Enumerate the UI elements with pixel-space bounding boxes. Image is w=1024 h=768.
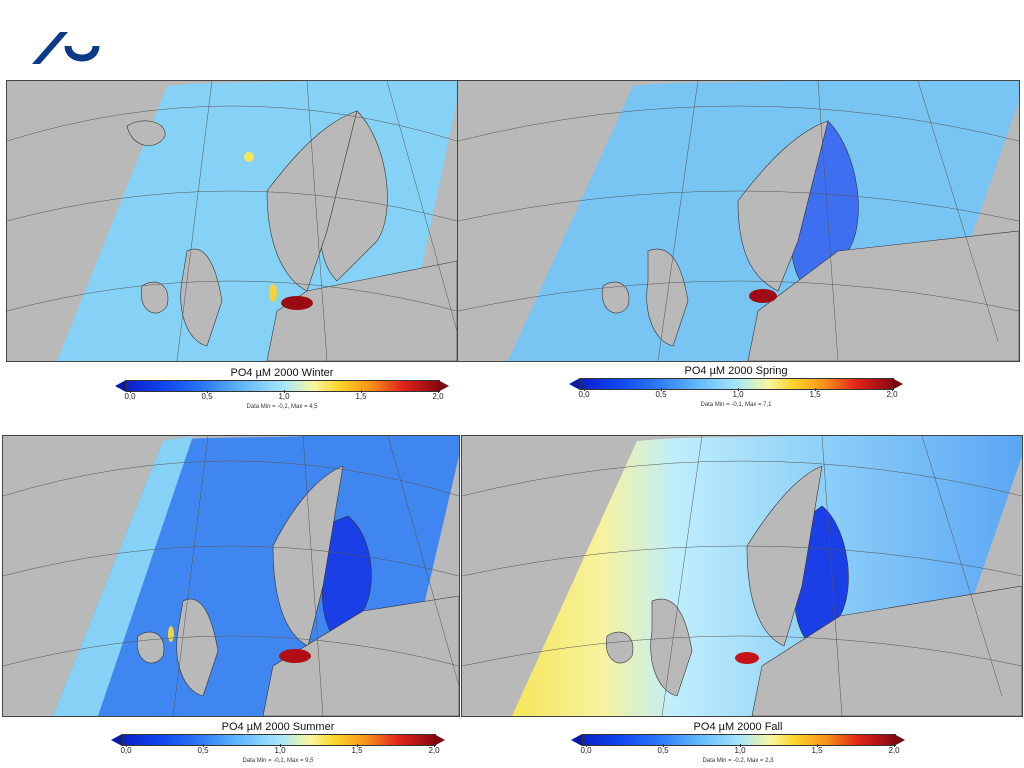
tick-label: 1,0 — [732, 390, 744, 399]
color-scale-bar — [122, 734, 436, 746]
ireland — [601, 281, 630, 314]
mainland-europe — [266, 260, 457, 361]
color-scale-bar — [582, 734, 896, 746]
hotspot — [749, 289, 777, 303]
tick-label: 1,5 — [811, 746, 823, 755]
tick-label: 1,5 — [809, 390, 821, 399]
tick-label: 0,5 — [657, 746, 669, 755]
tick-label: 0,0 — [120, 746, 132, 755]
tick-label: 1,0 — [278, 392, 290, 401]
data-range-text: Data Min = -0,1, Max = 9,5 — [242, 758, 314, 764]
tick-label: 2,0 — [432, 392, 444, 401]
legend-title: PO4 µM 2000 Winter — [230, 367, 334, 379]
legend-max-arrow — [438, 380, 449, 392]
tick-label: 2,0 — [428, 746, 440, 755]
great-britain — [180, 248, 223, 347]
ireland — [136, 631, 165, 664]
color-scale-bar — [126, 380, 440, 392]
tick-label: 2,0 — [886, 390, 898, 399]
legend-title: PO4 µM 2000 Fall — [693, 721, 783, 733]
hotspot — [735, 652, 759, 664]
map-fall — [462, 436, 1022, 716]
legend-min-arrow — [111, 734, 122, 746]
ireland — [140, 281, 169, 314]
tick-label: 0,5 — [197, 746, 209, 755]
iceland — [126, 120, 166, 146]
legend-min-arrow — [569, 378, 580, 390]
hotspot — [279, 649, 311, 663]
hotspot — [281, 296, 313, 310]
tick-label: 1,0 — [274, 746, 286, 755]
legend-min-arrow — [571, 734, 582, 746]
legend-winter: PO4 µM 2000 Winter 0,0 0,5 1,0 1,5 2,0 D… — [112, 367, 452, 414]
map-panel-winter — [6, 80, 458, 362]
data-range-text: Data Min = -0,2, Max = 2,3 — [702, 758, 774, 764]
tick-label: 0,0 — [578, 390, 590, 399]
legend-fall: PO4 µM 2000 Fall 0,0 0,5 1,0 1,5 2,0 Dat… — [568, 721, 908, 768]
tick-label: 2,0 — [888, 746, 900, 755]
scandinavia — [272, 465, 344, 647]
legend-summer: PO4 µM 2000 Summer 0,0 0,5 1,0 1,5 2,0 D… — [108, 721, 448, 768]
legend-title: PO4 µM 2000 Summer — [221, 721, 335, 733]
great-britain — [176, 598, 219, 697]
tick-label: 1,0 — [734, 746, 746, 755]
map-winter — [7, 81, 457, 361]
tick-label: 1,5 — [351, 746, 363, 755]
legend-spring: PO4 µM 2000 Spring 0,0 0,5 1,0 1,5 2,0 D… — [566, 365, 906, 412]
map-panel-spring — [457, 80, 1020, 362]
tick-label: 0,5 — [201, 392, 213, 401]
tick-label: 0,0 — [124, 392, 136, 401]
legend-max-arrow — [894, 734, 905, 746]
legend-title: PO4 µM 2000 Spring — [684, 365, 788, 377]
scandinavia — [737, 120, 829, 292]
mainland-europe — [751, 585, 1022, 716]
map-panel-fall — [461, 435, 1023, 717]
map-spring — [458, 81, 1019, 361]
ireland — [605, 631, 634, 664]
great-britain — [646, 248, 689, 347]
tick-label: 0,0 — [580, 746, 592, 755]
data-range-text: Data Min = -0,1, Max = 7,1 — [700, 402, 772, 408]
map-summer — [3, 436, 459, 716]
scandinavia — [746, 465, 823, 647]
tick-label: 1,5 — [355, 392, 367, 401]
university-logo-icon — [32, 32, 100, 64]
legend-min-arrow — [115, 380, 126, 392]
legend-max-arrow — [434, 734, 445, 746]
tick-label: 0,5 — [655, 390, 667, 399]
legend-max-arrow — [892, 378, 903, 390]
map-panel-summer — [2, 435, 460, 717]
color-scale-bar — [580, 378, 894, 390]
great-britain — [650, 598, 693, 697]
data-range-text: Data Min = -0,2, Max = 4,5 — [246, 404, 318, 410]
